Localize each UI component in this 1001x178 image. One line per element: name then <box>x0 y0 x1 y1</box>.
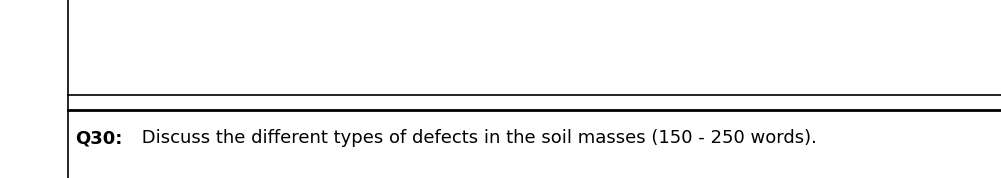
Text: Q30:: Q30: <box>75 129 122 147</box>
Text: Discuss the different types of defects in the soil masses (150 - 250 words).: Discuss the different types of defects i… <box>136 129 817 147</box>
